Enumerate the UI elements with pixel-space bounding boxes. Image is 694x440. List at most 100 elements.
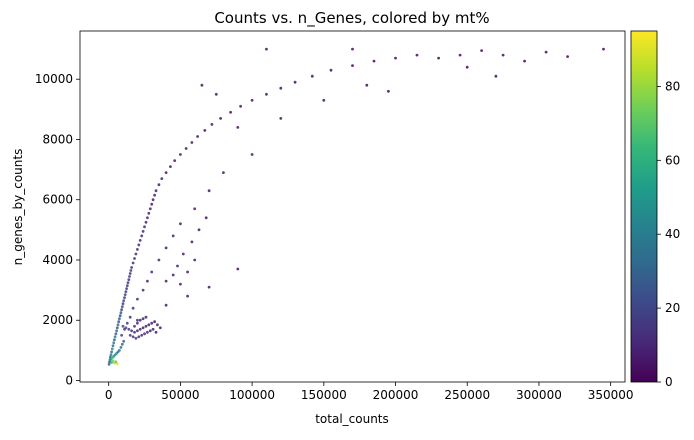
colorbar-tick-label: 80 bbox=[665, 79, 680, 93]
data-point bbox=[151, 198, 155, 202]
data-point bbox=[329, 68, 333, 72]
data-point bbox=[173, 159, 177, 163]
data-point bbox=[133, 324, 136, 328]
data-point bbox=[158, 326, 162, 330]
data-point bbox=[125, 287, 128, 290]
data-point bbox=[157, 258, 161, 262]
data-point bbox=[310, 74, 314, 78]
data-point bbox=[164, 171, 168, 175]
data-point bbox=[265, 92, 268, 96]
data-point bbox=[111, 359, 115, 363]
data-point bbox=[150, 321, 154, 325]
x-tick-label: 300000 bbox=[516, 388, 562, 402]
data-point bbox=[437, 56, 440, 60]
data-point bbox=[120, 342, 124, 346]
data-point bbox=[157, 183, 161, 187]
data-point bbox=[118, 349, 121, 352]
data-point bbox=[133, 330, 136, 334]
data-point bbox=[160, 177, 164, 181]
colorbar-tick-label: 60 bbox=[665, 153, 680, 167]
data-point bbox=[143, 332, 146, 336]
data-point bbox=[144, 315, 148, 319]
y-tick-label: 0 bbox=[65, 373, 73, 387]
data-point bbox=[124, 326, 128, 330]
data-point bbox=[111, 344, 115, 348]
data-point bbox=[128, 333, 132, 337]
data-point bbox=[146, 279, 149, 283]
data-point bbox=[365, 83, 369, 87]
data-point bbox=[239, 104, 243, 108]
data-point bbox=[120, 305, 124, 309]
data-point bbox=[171, 273, 175, 277]
data-point bbox=[138, 327, 142, 331]
data-point bbox=[186, 270, 190, 274]
data-point bbox=[125, 321, 129, 325]
data-point bbox=[203, 129, 207, 132]
data-point bbox=[602, 47, 605, 51]
x-tick-label: 50000 bbox=[161, 388, 199, 402]
data-point bbox=[293, 80, 297, 84]
data-point bbox=[136, 248, 139, 251]
data-point bbox=[154, 330, 158, 334]
data-point bbox=[236, 267, 240, 271]
data-point bbox=[148, 207, 152, 211]
data-point bbox=[131, 335, 135, 339]
x-axis-label: total_counts bbox=[315, 412, 389, 426]
data-point bbox=[126, 281, 130, 284]
data-point bbox=[123, 296, 126, 299]
data-point bbox=[265, 47, 268, 51]
data-point bbox=[250, 98, 254, 102]
data-point bbox=[108, 360, 111, 364]
x-tick-label: 100000 bbox=[229, 388, 275, 402]
data-point bbox=[415, 53, 419, 57]
data-point bbox=[190, 240, 194, 244]
plot-area-border bbox=[79, 30, 626, 383]
y-axis-ticks: 0 2000 4000 6000 8000 10000 bbox=[35, 72, 80, 387]
data-point bbox=[351, 47, 354, 51]
y-tick-label: 4000 bbox=[42, 253, 73, 267]
data-point bbox=[179, 282, 182, 286]
data-point bbox=[179, 153, 182, 156]
data-point bbox=[387, 89, 390, 93]
data-point bbox=[136, 297, 139, 301]
data-point bbox=[214, 92, 218, 96]
y-tick-label: 8000 bbox=[42, 132, 73, 146]
data-point bbox=[141, 230, 145, 233]
data-point bbox=[138, 318, 142, 322]
data-point bbox=[131, 306, 135, 310]
data-point bbox=[196, 135, 200, 138]
data-point bbox=[136, 318, 139, 322]
data-point bbox=[113, 335, 117, 339]
colorbar-ticks: 0 20 40 60 80 bbox=[657, 79, 680, 389]
data-point bbox=[136, 321, 139, 325]
data-point bbox=[207, 285, 211, 289]
data-point bbox=[140, 234, 144, 238]
data-point bbox=[110, 347, 114, 351]
data-point bbox=[566, 55, 569, 58]
data-point bbox=[144, 324, 148, 328]
data-point bbox=[125, 284, 129, 287]
data-point bbox=[130, 329, 134, 333]
data-point bbox=[480, 49, 483, 52]
data-point bbox=[523, 59, 526, 63]
data-point bbox=[112, 341, 116, 345]
colorbar bbox=[631, 31, 657, 382]
data-point bbox=[140, 333, 144, 337]
data-point bbox=[129, 269, 133, 272]
data-point bbox=[322, 98, 326, 102]
data-point bbox=[236, 126, 240, 129]
data-point bbox=[164, 246, 168, 250]
data-point bbox=[119, 346, 123, 349]
data-point bbox=[118, 317, 121, 321]
x-tick-label: 250000 bbox=[444, 388, 490, 402]
data-point bbox=[121, 302, 125, 306]
data-point bbox=[153, 320, 157, 324]
y-tick-label: 6000 bbox=[42, 193, 73, 207]
data-point bbox=[127, 327, 131, 331]
x-tick-label: 350000 bbox=[588, 388, 634, 402]
data-point bbox=[458, 53, 462, 57]
data-point bbox=[190, 141, 194, 144]
data-point bbox=[184, 147, 188, 150]
data-point bbox=[137, 243, 141, 247]
data-point bbox=[219, 117, 223, 120]
